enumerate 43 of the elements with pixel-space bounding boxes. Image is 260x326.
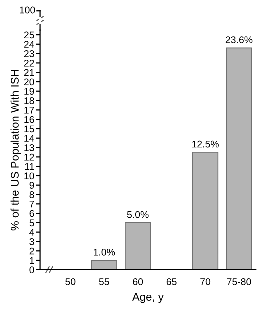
x-axis-title: Age, y: [132, 293, 164, 304]
y-tick-label: 3: [30, 238, 34, 246]
text: 100: [20, 6, 36, 14]
y-tick-label: 0: [30, 266, 34, 274]
bar: [226, 48, 252, 270]
x-tick-label: 75-80: [227, 278, 252, 286]
y-tick-label: 24: [24, 41, 34, 48]
x-tick-label: 65: [166, 278, 177, 286]
y-tick-label: 15: [24, 126, 34, 133]
y-tick-label: 11: [25, 163, 34, 170]
bar: [125, 222, 152, 270]
y-tick-label: 9: [30, 182, 34, 189]
y-tick-label: 2: [30, 248, 34, 255]
y-tick-label: 13: [24, 144, 34, 152]
x-tick-label: 70: [200, 278, 211, 286]
x-tick-label: 50: [66, 278, 76, 286]
y-tick-label: 6: [30, 210, 34, 218]
y-tick-label: 22: [24, 60, 34, 67]
y-tick-label: 21: [24, 69, 34, 76]
y-tick-label: 23: [24, 50, 34, 58]
x-tick-label: 60: [133, 278, 144, 286]
y-tick-label: 7: [30, 200, 34, 208]
bar: [192, 152, 219, 270]
y-tick-label: 12: [24, 154, 34, 161]
y-tick-label: 4: [30, 229, 34, 236]
data-label: 5.0%: [127, 211, 149, 218]
y-axis-title: % of the US Population With ISH: [10, 70, 22, 231]
y-tick-label: 19: [24, 88, 34, 96]
y-tick-label: 8: [30, 191, 34, 198]
data-label: 12.5%: [192, 140, 219, 148]
y-tick-label: 25: [24, 32, 34, 39]
y-tick-label: 14: [24, 135, 34, 142]
y-tick-label: 1: [30, 257, 34, 264]
y-tick-label: 10: [24, 172, 34, 180]
y-tick-label: 18: [24, 98, 34, 104]
y-tick-label: 5: [30, 220, 34, 227]
bar: [91, 260, 118, 270]
data-label: 23.6%: [226, 36, 253, 44]
y-tick-label: 20: [24, 78, 34, 86]
y-tick-label: 16: [24, 116, 34, 124]
y-tick-label: 17: [24, 107, 34, 114]
x-tick-label: 55: [99, 278, 110, 286]
data-label: 1.0%: [94, 248, 116, 256]
